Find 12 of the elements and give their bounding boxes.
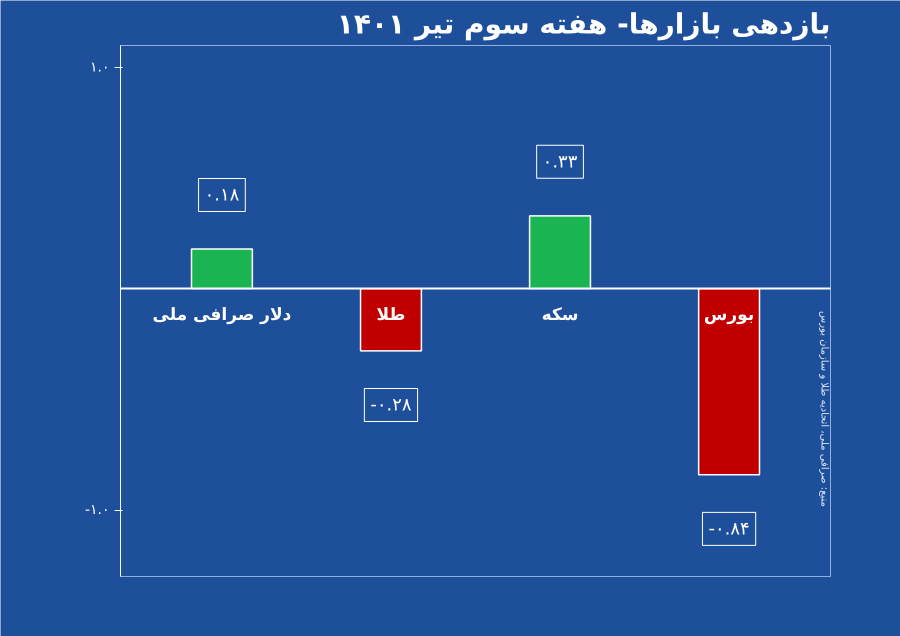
x-tick-label: بورس: [704, 304, 754, 325]
data-label: ۰.۱۸: [204, 184, 240, 206]
y-tick-label: ۱.۰: [90, 60, 110, 76]
chart-title: بازدهی بازارها- هفته سوم تیر ۱۴۰۱: [336, 8, 830, 40]
data-label: -۰.۲۸: [370, 394, 412, 416]
x-tick-label: سکه: [542, 304, 578, 325]
x-tick-label: طلا: [376, 304, 406, 325]
y-tick-label: -۱.۰: [84, 502, 110, 518]
data-label: ۰.۳۳: [542, 151, 578, 172]
annotation: منبع: صرافی ملی، اتحادیه طلا و سازمان بورس: [818, 311, 830, 507]
x-tick-label: دلار صرافی ملی: [152, 304, 292, 325]
data-label: -۰.۸۴: [708, 518, 750, 540]
